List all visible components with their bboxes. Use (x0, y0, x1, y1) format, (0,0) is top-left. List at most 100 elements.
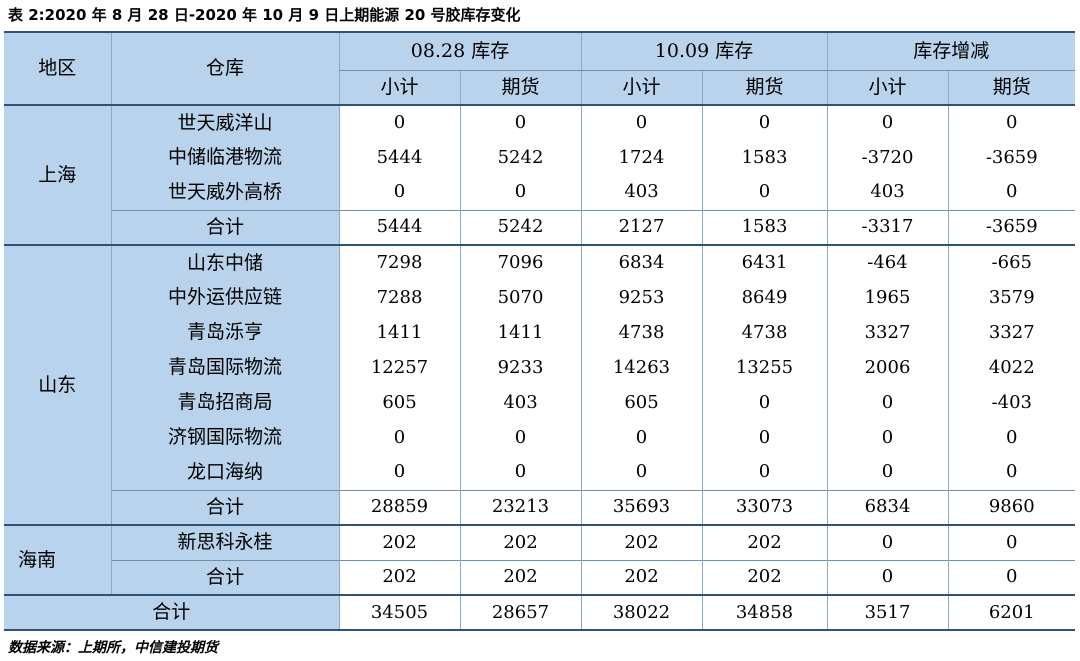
subtotal-value: 5444 (338, 209, 460, 246)
value-cell: 7096 (459, 245, 581, 280)
subtotal-value: 28859 (338, 489, 460, 526)
subtotal-value: 35693 (580, 489, 702, 526)
value-cell: 202 (701, 525, 827, 560)
value-cell: 0 (826, 420, 948, 455)
subtotal-label: 合计 (110, 489, 339, 526)
value-cell: 12257 (338, 350, 460, 385)
warehouse-name: 世天威外高桥 (110, 175, 339, 210)
value-cell: 5070 (459, 280, 581, 315)
value-cell: 1411 (338, 315, 460, 350)
warehouse-name: 中储临港物流 (110, 140, 339, 175)
table-row: 龙口海纳 0 0 0 0 0 0 (4, 455, 1076, 490)
value-cell: 6834 (580, 245, 702, 280)
grand-total-row: 合计 34505 28657 38022 34858 3517 6201 (4, 595, 1076, 631)
value-cell: 1411 (459, 315, 581, 350)
header-group: 08.28 库存 (338, 31, 581, 71)
subtotal-value: 23213 (459, 489, 581, 526)
region-label: 上海 (4, 105, 111, 246)
value-cell: 0 (701, 420, 827, 455)
table-row: 青岛招商局 605 403 605 0 0 -403 (4, 385, 1076, 420)
subtotal-value: 202 (338, 559, 460, 596)
table-row: 世天威外高桥 0 0 403 0 403 0 (4, 175, 1076, 210)
warehouse-name: 龙口海纳 (110, 455, 339, 490)
warehouse-name: 山东中储 (110, 245, 339, 280)
value-cell: 3327 (947, 315, 1076, 350)
table-row: 济钢国际物流 0 0 0 0 0 0 (4, 420, 1076, 455)
header-sub: 期货 (947, 70, 1076, 106)
value-cell: 0 (947, 420, 1076, 455)
subtotal-label: 合计 (110, 209, 339, 246)
header-group: 10.09 库存 (580, 31, 827, 71)
value-cell: 403 (580, 175, 702, 210)
value-cell: 0 (947, 525, 1076, 560)
subtotal-value: 1583 (701, 209, 827, 246)
value-cell: 3579 (947, 280, 1076, 315)
value-cell: 0 (580, 455, 702, 490)
value-cell: 0 (947, 455, 1076, 490)
inventory-table: 地区 仓库 08.28 库存 10.09 库存 库存增减 小计 期货 小计 期货 小计 期货 上海 世天… (4, 31, 1076, 631)
value-cell: 0 (826, 525, 948, 560)
value-cell: 0 (338, 455, 460, 490)
value-cell: 9233 (459, 350, 581, 385)
region-label: 山东 (4, 245, 111, 526)
grand-total-value: 34858 (701, 595, 827, 631)
subtotal-value: 6834 (826, 489, 948, 526)
value-cell: 0 (580, 105, 702, 140)
table-row: 上海 世天威洋山 0 0 0 0 0 0 (4, 105, 1076, 246)
table-row: 海南 新思科永桂 202 202 202 202 0 0 (4, 525, 1076, 596)
grand-total-label: 合计 (4, 595, 339, 631)
grand-total-value: 34505 (338, 595, 460, 631)
header-row-sub: 小计 期货 小计 期货 小计 期货 (4, 70, 1076, 106)
value-cell: 1724 (580, 140, 702, 175)
value-cell: 0 (459, 175, 581, 210)
value-cell: 7298 (338, 245, 460, 280)
value-cell: 5444 (338, 140, 460, 175)
data-source-note: 数据来源：上期所，中信建投期货 (8, 640, 218, 656)
header-warehouse: 仓库 (110, 31, 339, 106)
table-row: 中外运供应链 7288 5070 9253 8649 1965 3579 (4, 280, 1076, 315)
grand-total-value: 38022 (580, 595, 702, 631)
warehouse-name: 青岛国际物流 (110, 350, 339, 385)
value-cell: 605 (580, 385, 702, 420)
subtotal-value: -3659 (947, 209, 1076, 246)
value-cell: 5242 (459, 140, 581, 175)
region-label: 海南 (4, 525, 111, 596)
value-cell: 0 (459, 455, 581, 490)
subtotal-row: 合计 202 202 202 202 0 0 (4, 559, 1076, 596)
value-cell: 1583 (701, 140, 827, 175)
value-cell: 0 (459, 420, 581, 455)
header-sub: 小计 (338, 70, 460, 106)
value-cell: 0 (701, 385, 827, 420)
header-sub: 小计 (580, 70, 702, 106)
subtotal-value: 0 (947, 559, 1076, 596)
value-cell: 0 (338, 105, 460, 140)
value-cell: 403 (826, 175, 948, 210)
subtotal-value: 33073 (701, 489, 827, 526)
header-sub: 小计 (826, 70, 948, 106)
value-cell: 202 (459, 525, 581, 560)
value-cell: 0 (947, 175, 1076, 210)
value-cell: -403 (947, 385, 1076, 420)
subtotal-row: 合计 5444 5242 2127 1583 -3317 -3659 (4, 209, 1076, 246)
value-cell: 9253 (580, 280, 702, 315)
value-cell: 202 (580, 525, 702, 560)
subtotal-value: 9860 (947, 489, 1076, 526)
value-cell: 14263 (580, 350, 702, 385)
subtotal-value: 5242 (459, 209, 581, 246)
table-caption: 表 2:2020 年 8 月 28 日-2020 年 10 月 9 日上期能源 … (8, 6, 521, 24)
value-cell: 0 (701, 455, 827, 490)
subtotal-value: -3317 (826, 209, 948, 246)
value-cell: 0 (826, 105, 948, 140)
subtotal-value: 202 (701, 559, 827, 596)
value-cell: 8649 (701, 280, 827, 315)
value-cell: -464 (826, 245, 948, 280)
warehouse-name: 青岛泺亨 (110, 315, 339, 350)
subtotal-row: 合计 28859 23213 35693 33073 6834 9860 (4, 489, 1076, 526)
value-cell: 0 (701, 105, 827, 140)
value-cell: 403 (459, 385, 581, 420)
value-cell: 0 (947, 105, 1076, 140)
table-row: 青岛泺亨 1411 1411 4738 4738 3327 3327 (4, 315, 1076, 350)
value-cell: 4738 (701, 315, 827, 350)
warehouse-name: 新思科永桂 (110, 525, 339, 560)
value-cell: 605 (338, 385, 460, 420)
